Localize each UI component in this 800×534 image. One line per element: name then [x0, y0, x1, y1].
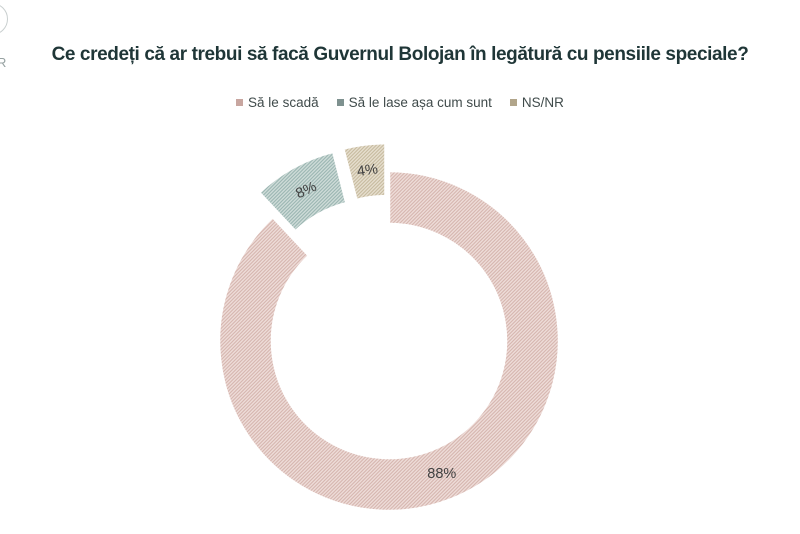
legend-marker [236, 99, 244, 106]
chart-title: Ce credeți că ar trebui să facă Guvernul… [51, 44, 749, 65]
legend-item-3[interactable]: NS/NR [509, 95, 564, 110]
legend-label: NS/NR [521, 95, 564, 110]
legend-label: Să le lase așa cum sunt [348, 95, 492, 110]
legend-label: Să le scadă [248, 95, 319, 110]
legend-marker [509, 99, 517, 106]
legend-marker [336, 99, 344, 106]
legend-item-1[interactable]: Să le scadă [236, 95, 319, 110]
pie-slice-3[interactable] [341, 141, 387, 202]
partial-logo-letter: R [0, 55, 7, 70]
chart-legend: Să le scadă Să le lase așa cum sunt NS/NR [0, 95, 800, 110]
pie-slice-1[interactable] [217, 169, 561, 513]
legend-item-2[interactable]: Să le lase așa cum sunt [336, 95, 492, 110]
pie-slice-2[interactable] [257, 150, 348, 233]
slice-value-label: 88% [427, 466, 456, 482]
slice-value-label: 4% [356, 161, 379, 180]
